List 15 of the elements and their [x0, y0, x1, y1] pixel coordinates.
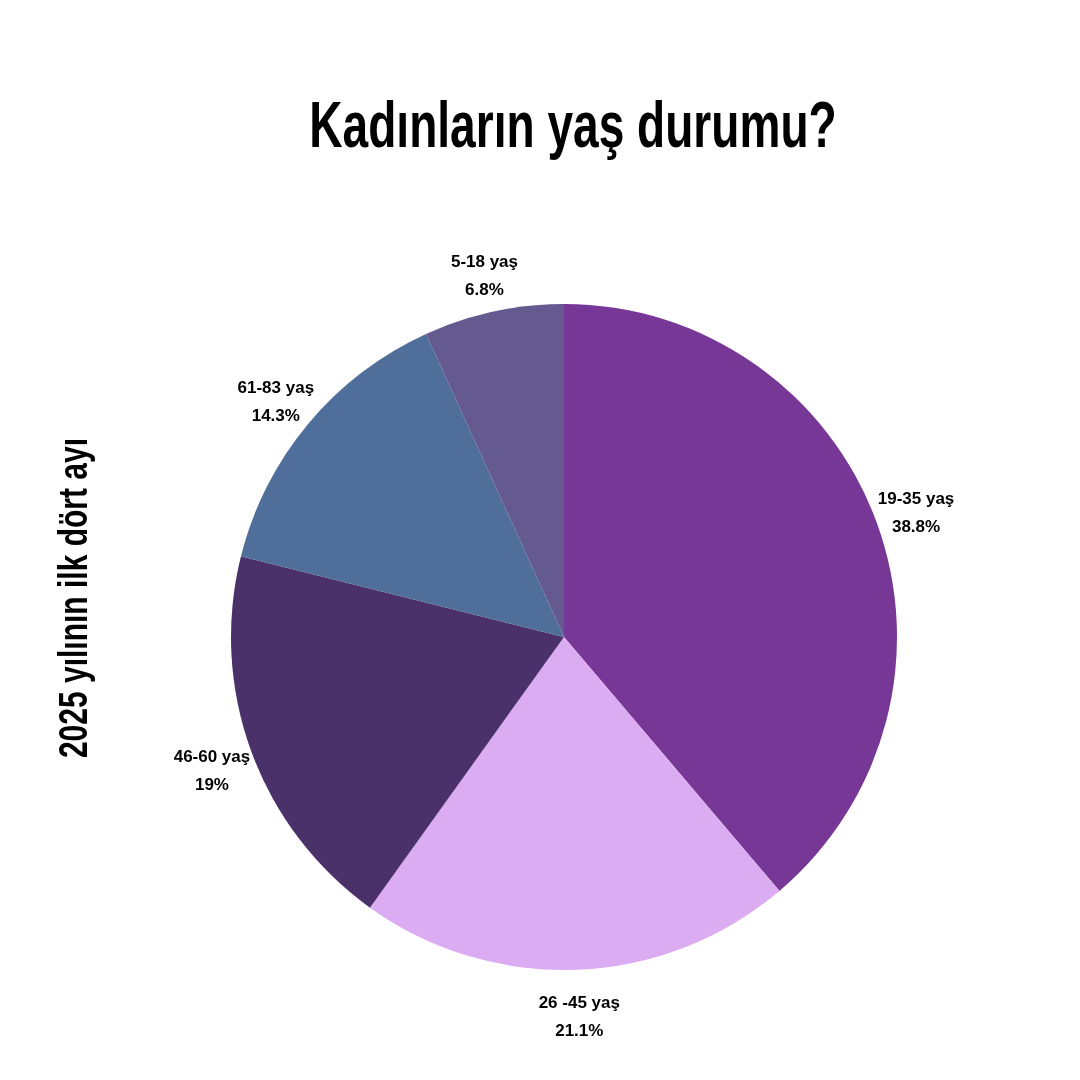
pie-slice [369, 637, 780, 970]
data-label: 6.8% [465, 279, 504, 299]
slice-label: 61-83 yaş [237, 378, 315, 398]
text: 2025 yılının ilk dört ayı [50, 437, 96, 759]
data-label: 19% [194, 775, 229, 795]
slice-label: 26 -45 yaş [538, 992, 620, 1012]
pie-slice [426, 304, 564, 637]
data-label: 38.8% [891, 516, 941, 536]
pie-slice [240, 333, 564, 637]
chart-title: Kadınların yaş durumu? [308, 88, 838, 162]
slice-label: 5-18 yaş [450, 251, 519, 271]
data-label: 21.1% [555, 1020, 604, 1040]
slice-label: 46-60 yaş [173, 747, 251, 767]
slice-label: 19-35 yaş [877, 488, 955, 508]
data-label: 14.3% [251, 406, 300, 426]
